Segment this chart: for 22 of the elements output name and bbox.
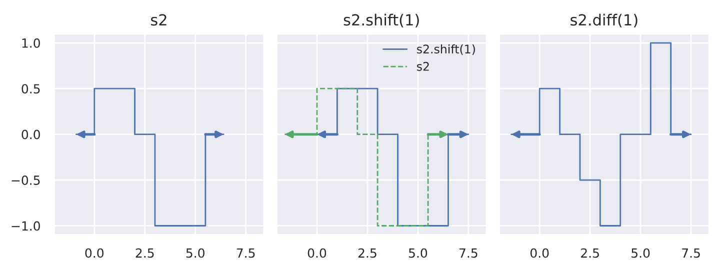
legend-label: s2.shift(1) — [416, 44, 475, 55]
y-tick-label: 0.0 — [22, 130, 40, 140]
y-tick-label: 1.0 — [22, 38, 40, 48]
y-tick-label: −0.5 — [12, 176, 40, 185]
x-tick-label: 0.0 — [308, 248, 326, 258]
x-tick-label: 7.5 — [460, 248, 478, 258]
x-tick-label: 0.0 — [85, 248, 104, 258]
x-tick-label: 5.0 — [632, 248, 650, 258]
x-tick-label: 2.5 — [136, 248, 154, 258]
y-tick-label: 0.5 — [22, 84, 40, 94]
chart-title: s2.shift(1) — [344, 14, 419, 28]
x-tick-label: 7.5 — [682, 248, 700, 258]
chart-title: s2.diff(1) — [570, 14, 638, 28]
x-tick-label: 5.0 — [186, 248, 204, 258]
chart-title: s2 — [150, 14, 166, 26]
y-tick-label: −1.0 — [12, 221, 40, 231]
legend-label: s2 — [416, 62, 429, 71]
x-tick-label: 2.5 — [358, 248, 376, 258]
x-tick-label: 7.5 — [236, 248, 255, 258]
x-tick-label: 2.5 — [581, 248, 599, 258]
x-tick-label: 5.0 — [408, 248, 428, 258]
x-tick-label: 0.0 — [530, 248, 549, 258]
